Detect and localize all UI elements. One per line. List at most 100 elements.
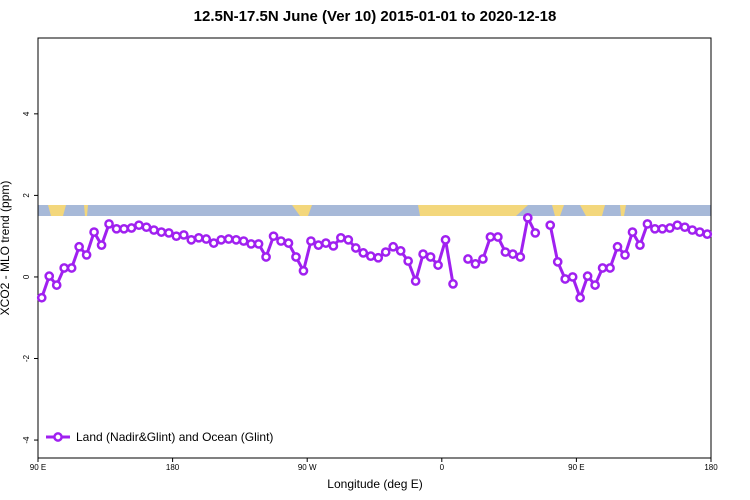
data-point	[522, 212, 533, 223]
x-axis-title: Longitude (deg E)	[327, 477, 422, 491]
data-point	[74, 241, 84, 252]
data-point	[186, 234, 197, 245]
data-point	[650, 223, 660, 234]
data-point	[530, 228, 541, 238]
data-point	[620, 250, 630, 260]
map-land	[84, 205, 88, 216]
data-point	[246, 239, 256, 249]
data-point	[81, 250, 92, 260]
data-point	[679, 222, 690, 233]
data-point	[66, 263, 77, 273]
y-tick-label: 4	[22, 111, 31, 116]
y-tick-label: 0	[22, 274, 31, 279]
data-point	[635, 240, 645, 250]
data-point	[223, 234, 234, 244]
map-land	[620, 205, 626, 216]
data-point	[642, 219, 653, 229]
map-land	[580, 205, 605, 216]
data-point	[36, 292, 47, 303]
data-point	[119, 223, 129, 234]
data-point	[582, 271, 593, 281]
data-point	[298, 265, 309, 276]
data-point	[560, 274, 571, 284]
data-point	[44, 271, 55, 281]
data-point	[261, 252, 271, 262]
map-land	[552, 205, 564, 216]
y-tick-label: 2	[22, 193, 31, 198]
data-point	[126, 223, 137, 233]
map-land	[48, 205, 66, 216]
map-ocean	[38, 205, 711, 216]
data-point	[567, 272, 578, 282]
data-point	[313, 240, 324, 250]
data-point	[283, 238, 294, 248]
y-axis-title: XCO2 - MLO trend (ppm)	[0, 181, 12, 316]
data-point	[111, 223, 122, 234]
data-point	[231, 234, 242, 245]
data-point	[149, 225, 159, 235]
y-tick-label: -4	[22, 436, 31, 444]
map-land	[418, 205, 528, 216]
data-point	[657, 223, 668, 234]
data-point	[321, 238, 331, 248]
legend-marker	[53, 432, 63, 442]
x-tick-label: 180	[166, 463, 180, 472]
data-point	[104, 219, 114, 229]
data-point	[380, 247, 391, 257]
data-point	[96, 240, 107, 250]
x-tick-label: 90 W	[298, 463, 317, 472]
data-point	[418, 249, 428, 259]
data-point	[358, 248, 369, 258]
data-point	[328, 241, 339, 251]
data-point	[134, 220, 144, 231]
data-point	[425, 252, 436, 262]
data-point	[515, 252, 526, 262]
data-point	[141, 222, 152, 233]
data-point	[552, 257, 563, 267]
data-point	[672, 220, 683, 231]
data-point	[470, 259, 481, 269]
data-point	[545, 220, 556, 231]
x-tick-label: 90 E	[568, 463, 584, 472]
data-point	[410, 276, 421, 286]
data-point	[395, 246, 406, 256]
data-point	[433, 260, 443, 270]
data-point	[665, 223, 675, 233]
x-tick-label: 180	[704, 463, 718, 472]
data-point	[208, 238, 219, 248]
data-point	[291, 252, 301, 262]
data-point	[605, 263, 615, 273]
data-point	[687, 225, 698, 235]
data-point	[627, 227, 638, 237]
data-point	[365, 251, 376, 262]
data-point	[171, 231, 182, 242]
data-point	[306, 236, 316, 246]
map-land	[292, 205, 312, 216]
data-point	[440, 234, 451, 245]
data-point	[178, 230, 189, 240]
data-point	[51, 280, 62, 290]
data-point	[164, 228, 174, 238]
data-point	[478, 254, 488, 264]
data-point	[156, 227, 167, 237]
chart-title: 12.5N-17.5N June (Ver 10) 2015-01-01 to …	[194, 8, 557, 25]
data-point	[694, 227, 705, 237]
data-point	[59, 263, 70, 273]
data-point	[238, 236, 249, 246]
data-point	[193, 232, 204, 243]
map-strip	[38, 205, 711, 216]
data-point	[216, 234, 227, 245]
x-tick-label: 90 E	[30, 463, 46, 472]
data-point	[612, 241, 623, 252]
data-point	[89, 227, 99, 237]
data-point	[590, 280, 600, 290]
y-tick-label: -2	[22, 354, 31, 362]
series-line	[40, 221, 455, 299]
data-point	[201, 234, 212, 244]
data-point	[373, 252, 384, 263]
data-point	[702, 229, 713, 239]
data-point	[253, 239, 264, 249]
data-point	[463, 254, 473, 264]
series-line	[467, 213, 537, 266]
